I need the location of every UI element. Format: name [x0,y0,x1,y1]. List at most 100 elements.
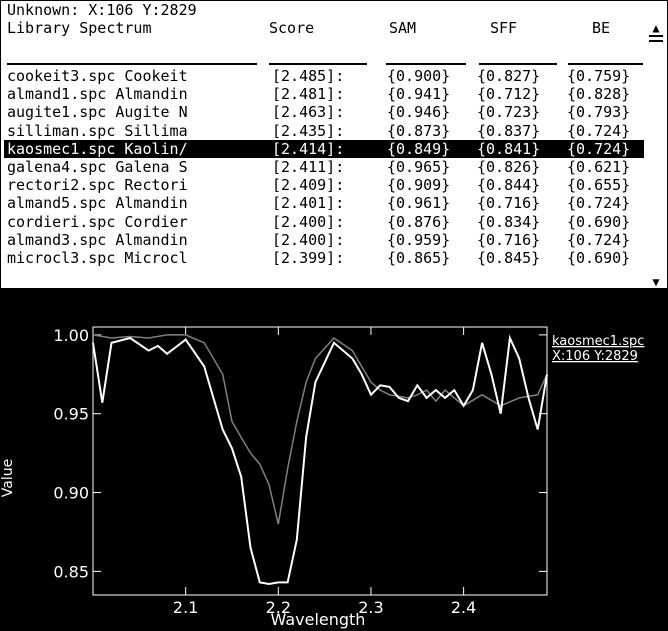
cell-sff: {0.723} [477,103,541,122]
legend-entry-reference[interactable]: kaosmec1.spc [552,334,644,349]
cell-be: {0.655} [567,176,631,195]
cell-score: [2.400]: [272,212,345,231]
y-tick-label: 1.00 [53,326,89,345]
column-header-score[interactable]: Score [269,19,315,37]
y-tick-label: 0.85 [53,562,89,581]
table-row[interactable]: augite1.spc Augite N [2.463]: {0.946} {0.72… [4,103,644,121]
cell-sam: {0.965} [387,157,451,176]
cell-spectrum: microcl3.spc Microcl [7,248,188,267]
vertical-scrollbar[interactable]: ▲ ▼ [647,21,665,289]
cell-sam: {0.961} [387,194,451,213]
cell-sam: {0.909} [387,176,451,195]
cell-sam: {0.849} [387,139,451,158]
cell-spectrum: silliman.spc Sillima [7,121,188,140]
cell-be: {0.828} [567,85,631,104]
x-axis-label: Wavelength [271,610,366,629]
table-row[interactable]: cookeit3.spc Cookeit [2.485]: {0.900} {0.82… [4,67,644,85]
table-row[interactable]: cordieri.spc Cordier [2.400]: {0.876} {0.83… [4,213,644,231]
cell-score: [2.435]: [272,121,345,140]
cell-score: [2.463]: [272,103,345,122]
cell-score: [2.481]: [272,85,345,104]
cell-score: [2.414]: [272,139,345,158]
x-tick-label: 2.1 [173,598,198,617]
cell-be: {0.759} [567,67,631,85]
cell-spectrum: rectori2.spc Rectori [7,176,188,195]
cell-spectrum: almand1.spc Almandin [7,85,188,104]
pixel-coords: X:106 Y:2829 [88,1,197,19]
cell-be: {0.724} [567,230,631,249]
table-row[interactable]: microcl3.spc Microcl [2.399]: {0.865} {0.84… [4,249,644,267]
cell-sff: {0.834} [477,212,541,231]
scroll-down-arrow-icon[interactable]: ▼ [652,275,660,289]
cell-be: {0.724} [567,121,631,140]
cell-be: {0.690} [567,248,631,267]
status-label: Unknown: [7,1,80,19]
header-divider [386,63,466,65]
cell-sam: {0.941} [387,85,451,104]
table-row-selected[interactable]: kaosmec1.spc Kaolin/ [2.414]: {0.849} {0.84… [4,139,644,158]
scroll-thumb[interactable] [649,35,663,42]
match-list: cookeit3.spc Cookeit [2.485]: {0.900} {0.82… [4,67,644,267]
x-tick-label: 2.4 [451,598,476,617]
table-row[interactable]: silliman.spc Sillima [2.435]: {0.873} {0.83… [4,122,644,140]
header-divider [269,63,367,65]
column-header-be[interactable]: BE [592,19,611,37]
column-header-sff[interactable]: SFF [490,19,518,37]
cell-sam: {0.959} [387,230,451,249]
cell-score: [2.399]: [272,248,345,267]
cell-sff: {0.844} [477,176,541,195]
cell-score: [2.411]: [272,157,345,176]
cell-sff: {0.712} [477,85,541,104]
cell-spectrum: almand3.spc Almandin [7,230,188,249]
series-line-pixel-spectrum [92,334,548,586]
y-tick-label: 0.95 [53,405,89,424]
cell-be: {0.724} [567,139,631,158]
scroll-up-arrow-icon[interactable]: ▲ [652,21,660,35]
cell-be: {0.793} [567,103,631,122]
table-row[interactable]: almand5.spc Almandin [2.401]: {0.961} {0.71… [4,194,644,212]
cell-sff: {0.845} [477,248,541,267]
header-divider [568,63,643,65]
cell-sam: {0.900} [387,67,451,85]
header-divider [479,63,557,65]
cell-sam: {0.876} [387,212,451,231]
cell-be: {0.724} [567,194,631,213]
cell-sff: {0.837} [477,121,541,140]
cell-sff: {0.826} [477,157,541,176]
y-axis-label: Value [0,459,16,497]
plot-frame [92,326,548,596]
cell-sff: {0.827} [477,67,541,85]
y-tick-label: 0.90 [53,484,89,503]
cell-sff: {0.716} [477,230,541,249]
cell-sam: {0.865} [387,248,451,267]
cell-spectrum: kaosmec1.spc Kaolin/ [7,139,188,158]
column-header-library-spectrum[interactable]: Library Spectrum [7,19,152,37]
cell-sam: {0.946} [387,103,451,122]
cell-spectrum: galena4.spc Galena S [7,157,188,176]
cell-score: [2.401]: [272,194,345,213]
cell-spectrum: cordieri.spc Cordier [7,212,188,231]
table-row[interactable]: almand3.spc Almandin [2.400]: {0.959} {0.71… [4,231,644,249]
cell-spectrum: almand5.spc Almandin [7,194,188,213]
spectral-match-panel: Unknown: X:106 Y:2829 Library Spectrum S… [0,0,668,289]
cell-sam: {0.873} [387,121,451,140]
x-tick-label: 2.3 [358,598,383,617]
cell-be: {0.690} [567,212,631,231]
status-line: Unknown: X:106 Y:2829 [7,1,197,19]
table-header: Library Spectrum Score SAM SFF BE [7,19,647,37]
x-tick-label: 2.2 [266,598,291,617]
cell-score: [2.409]: [272,176,345,195]
series-line-reference-spectrum [92,334,548,525]
table-row[interactable]: galena4.spc Galena S [2.411]: {0.965} {0.82… [4,158,644,176]
cell-spectrum: cookeit3.spc Cookeit [7,67,188,85]
table-row[interactable]: rectori2.spc Rectori [2.409]: {0.909} {0.84… [4,176,644,194]
cell-sff: {0.841} [477,139,541,158]
cell-be: {0.621} [567,157,631,176]
header-divider [7,63,257,65]
cell-sff: {0.716} [477,194,541,213]
column-header-sam[interactable]: SAM [389,19,417,37]
cell-spectrum: augite1.spc Augite N [7,103,188,122]
table-row[interactable]: almand1.spc Almandin [2.481]: {0.941} {0.71… [4,85,644,103]
spectrum-plot: 1.00 0.95 0.90 0.85 2.1 2.2 2.3 2.4 Value Wave… [0,326,644,629]
legend-entry-pixel[interactable]: X:106 Y:2829 [552,349,638,364]
